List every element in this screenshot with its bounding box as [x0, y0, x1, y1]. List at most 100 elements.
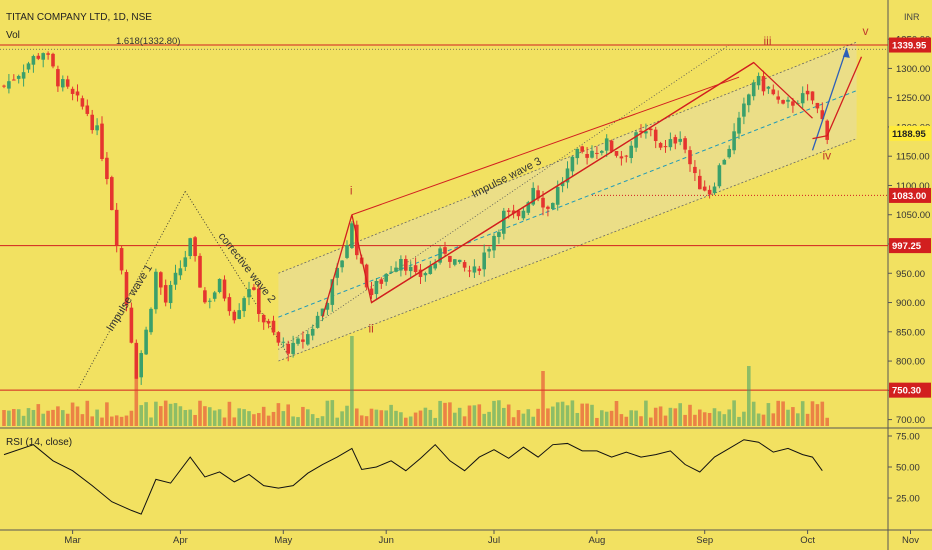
candle-body	[350, 223, 354, 248]
price-tag-label: 1188.95	[892, 129, 927, 140]
candle-body	[389, 272, 393, 273]
volume-bar	[321, 416, 325, 426]
candle-body	[502, 211, 506, 234]
candle-body	[816, 103, 820, 108]
candle-body	[311, 329, 315, 336]
volume-bar	[453, 413, 457, 426]
candle-body	[139, 353, 143, 377]
volume-bar	[678, 403, 682, 426]
volume-bar	[335, 418, 339, 426]
volume-bar	[772, 413, 776, 426]
volume-bar	[742, 412, 746, 426]
volume-bar	[394, 411, 398, 426]
candle-body	[90, 115, 94, 130]
candle-body	[576, 149, 580, 158]
volume-bar	[384, 410, 388, 426]
candle	[149, 307, 153, 334]
volume-bar	[576, 413, 580, 426]
candle-body	[629, 146, 633, 158]
volume-bar	[556, 402, 560, 426]
candle-body	[786, 100, 790, 102]
candle-body	[375, 281, 379, 294]
candle	[51, 53, 55, 69]
volume-bar	[56, 406, 60, 426]
volume-bar	[438, 401, 442, 426]
candle-body	[693, 167, 697, 173]
volume-bar	[600, 410, 604, 426]
rsi-label: RSI (14, close)	[6, 437, 72, 448]
volume-bar	[610, 411, 614, 426]
volume-bar	[174, 403, 178, 426]
candle	[188, 238, 192, 259]
candle-body	[130, 308, 134, 343]
volume-bar	[561, 402, 565, 426]
candle-body	[801, 93, 805, 103]
volume-bar	[463, 416, 467, 426]
candle-body	[233, 312, 237, 321]
candle-body	[698, 176, 702, 189]
volume-bar	[664, 416, 668, 426]
candle-body	[585, 154, 589, 158]
candle-body	[66, 79, 70, 86]
candle-body	[223, 280, 227, 299]
chart-title: TITAN COMPANY LTD, 1D, NSE	[6, 12, 152, 23]
candle-body	[277, 332, 281, 343]
candle-body	[272, 321, 276, 333]
price-tag: 1188.95	[889, 126, 931, 141]
volume-bar	[296, 417, 300, 426]
candle-body	[135, 343, 139, 379]
candle-body	[762, 76, 766, 91]
volume-bar	[144, 402, 148, 426]
currency-label: INR	[904, 12, 920, 22]
volume-bar	[154, 402, 158, 426]
volume-bar	[139, 405, 143, 426]
candle-body	[571, 157, 575, 172]
volume-bar	[752, 402, 756, 426]
candle-body	[46, 53, 50, 54]
volume-bar	[71, 403, 75, 426]
volume-bar	[688, 405, 692, 426]
volume-bar	[620, 414, 624, 426]
candle-body	[22, 72, 26, 78]
volume-bar	[497, 400, 501, 426]
volume-bar	[291, 416, 295, 426]
price-tag: 997.25	[889, 238, 931, 253]
volume-bar	[429, 410, 433, 426]
price-tag-label: 997.25	[892, 241, 922, 252]
candle-body	[674, 137, 678, 143]
candle-body	[115, 210, 119, 246]
candle-body	[71, 89, 75, 94]
volume-bar	[747, 366, 751, 426]
volume-bar	[262, 407, 266, 426]
volume-bar	[409, 416, 413, 426]
volume-bar	[443, 403, 447, 426]
volume-bar	[61, 410, 65, 426]
volume-bar	[605, 412, 609, 426]
price-tag: 750.30	[889, 383, 931, 398]
candle-body	[551, 203, 555, 209]
rsi-tick-label: 75.00	[896, 432, 920, 443]
candle-body	[76, 91, 80, 95]
volume-bar	[350, 336, 354, 426]
volume-bar	[649, 418, 653, 426]
volume-bar	[512, 417, 516, 426]
candle-body	[51, 54, 55, 67]
volume-bar	[796, 413, 800, 426]
volume-bar	[37, 404, 41, 426]
candle-body	[208, 301, 212, 302]
volume-bar	[776, 401, 780, 426]
volume-bar	[399, 412, 403, 426]
candle-body	[424, 273, 428, 275]
candle-body	[600, 151, 604, 153]
volume-bar	[193, 415, 197, 426]
volume-label: Vol	[6, 30, 20, 41]
volume-bar	[120, 417, 124, 426]
volume-bar	[105, 402, 109, 426]
volume-bar	[81, 414, 85, 426]
candle-body	[546, 207, 550, 209]
volume-bar	[198, 401, 202, 426]
volume-bar	[634, 411, 638, 426]
price-tag-label: 1339.95	[892, 41, 927, 52]
